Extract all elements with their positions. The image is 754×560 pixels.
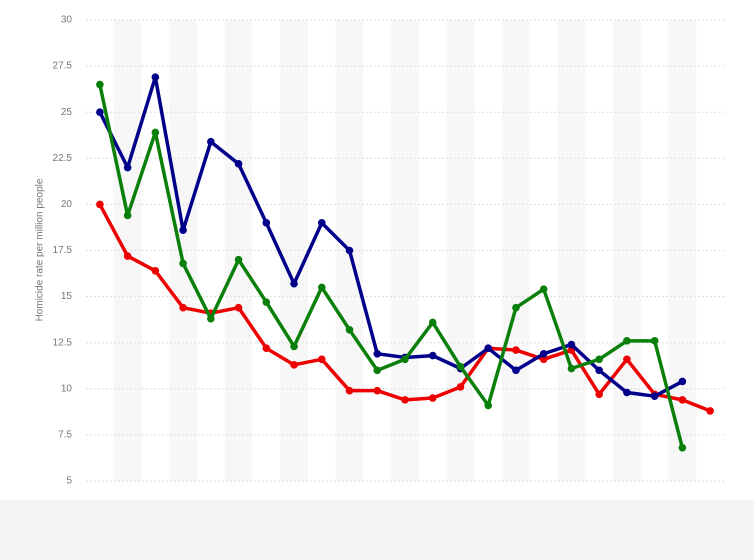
data-point	[234, 255, 243, 264]
y-tick-label: 12.5	[53, 337, 73, 348]
y-tick-label: 27.5	[53, 61, 73, 72]
data-point	[234, 160, 243, 168]
footer-band	[0, 500, 754, 560]
data-point	[678, 377, 687, 386]
data-point	[456, 362, 465, 371]
data-point	[706, 407, 714, 415]
data-point	[678, 396, 687, 404]
data-point	[484, 401, 493, 410]
data-point	[262, 298, 271, 306]
data-point	[345, 386, 354, 395]
data-point	[456, 383, 465, 391]
data-point	[96, 108, 104, 116]
data-point	[595, 390, 603, 399]
data-point	[262, 219, 271, 227]
series-line	[98, 75, 684, 398]
y-tick-label: 30	[61, 15, 73, 26]
data-point	[317, 219, 326, 227]
data-point	[317, 355, 326, 364]
data-point	[207, 137, 215, 146]
data-point	[512, 346, 520, 354]
data-point	[678, 444, 687, 452]
y-tick-label: 17.5	[53, 245, 73, 256]
data-point	[567, 340, 576, 349]
data-point	[512, 303, 520, 312]
data-point	[151, 266, 160, 275]
data-point	[373, 366, 382, 375]
data-point	[123, 252, 132, 260]
data-point	[373, 349, 382, 358]
data-point	[290, 279, 298, 288]
data-point	[151, 128, 160, 137]
data-point	[123, 163, 132, 172]
y-axis-label: Homicide rate per million people	[35, 178, 46, 321]
data-point	[650, 392, 659, 400]
data-point	[539, 349, 548, 358]
data-point	[595, 355, 603, 364]
data-point	[207, 314, 215, 323]
y-tick-label: 5	[66, 476, 72, 487]
data-point	[623, 388, 631, 397]
data-point	[96, 80, 104, 89]
category-bands	[113, 20, 697, 481]
y-tick-label: 7.5	[58, 430, 72, 441]
data-point	[373, 386, 382, 395]
data-point	[539, 285, 548, 294]
data-point	[179, 226, 187, 235]
data-point	[567, 364, 576, 373]
data-point	[179, 259, 187, 268]
y-tick-label: 20	[61, 199, 73, 210]
data-point	[317, 283, 326, 292]
data-point	[345, 325, 354, 334]
data-point	[650, 337, 659, 345]
y-tick-label: 10	[61, 383, 73, 394]
data-point	[262, 344, 271, 353]
data-point	[484, 344, 493, 353]
data-point	[428, 351, 437, 360]
series-line	[98, 84, 685, 449]
data-point	[401, 355, 409, 364]
data-point	[512, 366, 520, 375]
data-point	[179, 303, 187, 312]
data-point	[290, 361, 298, 369]
data-point	[345, 246, 354, 255]
y-tick-label: 25	[61, 107, 73, 118]
data-point	[234, 303, 243, 312]
data-point	[401, 396, 409, 404]
data-point	[623, 337, 631, 345]
data-point	[623, 355, 631, 364]
data-point	[290, 342, 298, 351]
data-point	[123, 211, 132, 220]
data-point	[428, 318, 437, 327]
data-point	[151, 73, 160, 81]
data-point	[96, 200, 104, 209]
data-point	[428, 394, 437, 402]
data-point	[595, 366, 603, 375]
y-tick-label: 15	[61, 291, 73, 302]
data-point	[539, 355, 548, 364]
y-tick-label: 22.5	[53, 153, 73, 164]
